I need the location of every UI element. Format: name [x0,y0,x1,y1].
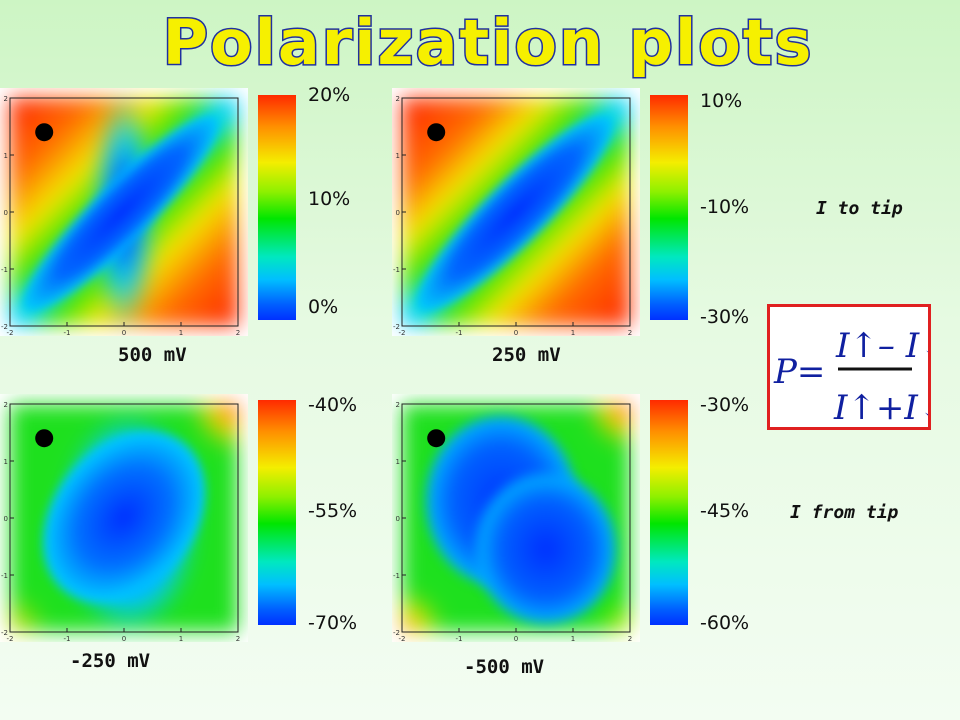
y-tick-label: -1 [1,572,8,580]
y-tick-label: -2 [393,323,400,331]
panel-label-minus250mv: -250 mV [70,650,151,672]
x-tick-label: 1 [571,635,575,642]
colorbar-500mv [258,95,296,320]
x-tick-label: 1 [571,329,575,336]
x-tick-label: -2 [399,635,406,642]
axes-500mv: -2 -1 0 1 2 2 1 0 -1 -2 [1,95,240,336]
panel-label-minus500mv: -500 mV [464,656,545,678]
x-tick-label: -1 [456,329,463,336]
heatmap-panel-minus500mv: -2 -1 0 1 2 2 1 0 -1 -2 [392,394,640,642]
tip-marker [427,123,446,142]
tip-marker [35,123,54,142]
formula-lhs: P= [773,352,825,392]
colorbar-tick-500mv-2: 0% [308,296,339,318]
x-tick-label: 2 [628,329,632,336]
x-tick-label: -2 [7,329,14,336]
panel-label-500mv: 500 mV [118,344,187,366]
colorbar-minus500mv [650,400,688,625]
colorbar-tick-minus500mv-2: -60% [700,612,750,634]
y-tick-label: -1 [393,266,400,274]
y-tick-label: 0 [396,515,400,523]
x-tick-label: 0 [122,329,126,336]
x-tick-label: 0 [514,329,518,336]
x-tick-label: -1 [64,635,71,642]
annotation-from-tip: I from tip [790,502,899,523]
axes-minus500mv: -2 -1 0 1 2 2 1 0 -1 -2 [393,401,632,642]
y-tick-label: 0 [396,209,400,217]
polarization-formula: P= I↑– I↓ I↑+I↓ [767,304,948,430]
colorbar-tick-minus500mv-1: -45% [700,500,750,522]
x-tick-label: -2 [7,635,14,642]
y-tick-label: 2 [4,401,8,409]
x-tick-label: 1 [179,329,183,336]
heatmap-panel-250mv: -2 -1 0 1 2 2 1 0 -1 -2 [392,88,640,336]
x-tick-label: 1 [179,635,183,642]
heatmap-panel-minus250mv: -2 -1 0 1 2 2 1 0 -1 -2 [0,394,248,642]
y-tick-label: -2 [1,629,8,637]
x-tick-label: 0 [514,635,518,642]
y-tick-label: 2 [396,95,400,103]
y-tick-label: -2 [1,323,8,331]
colorbar-tick-minus250mv-1: -55% [308,500,358,522]
page-title: Polarization plots [161,5,814,81]
valley-minus500mv-b [476,474,616,624]
heatmap-panel-500mv: -2 -1 0 1 2 2 1 0 -1 -2 [0,88,248,336]
colorbar-tick-minus250mv-2: -70% [308,612,358,634]
y-tick-label: -2 [393,629,400,637]
tip-marker [427,429,446,448]
axes-250mv: -2 -1 0 1 2 2 1 0 -1 -2 [393,95,632,336]
x-tick-label: 2 [236,329,240,336]
x-tick-label: -2 [399,329,406,336]
panel-label-250mv: 250 mV [492,344,561,366]
y-tick-label: 1 [396,152,400,160]
colorbar-tick-minus250mv-0: -40% [308,394,358,416]
axes-minus250mv: -2 -1 0 1 2 2 1 0 -1 -2 [1,401,240,642]
y-tick-label: 1 [4,458,8,466]
colorbar-tick-250mv-2: -30% [700,306,750,328]
tip-marker [35,429,54,448]
y-tick-label: -1 [1,266,8,274]
x-tick-label: 2 [236,635,240,642]
y-tick-label: 1 [396,458,400,466]
y-tick-label: -1 [393,572,400,580]
colorbar-tick-500mv-0: 20% [308,84,351,106]
formula-denominator: I↑+I↓ [833,388,928,427]
formula-graphic: P= I↑– I↓ I↑+I↓ [773,326,948,428]
y-tick-label: 0 [4,515,8,523]
colorbar-tick-500mv-1: 10% [308,188,351,210]
y-tick-label: 1 [4,152,8,160]
formula-numerator: I↑– I↓ [835,326,928,366]
colorbar-tick-minus500mv-0: -30% [700,394,750,416]
x-tick-label: -1 [64,329,71,336]
page-title-text: Polarization plots [163,6,814,79]
x-tick-label: 0 [122,635,126,642]
y-tick-label: 2 [396,401,400,409]
y-tick-label: 2 [4,95,8,103]
annotation-to-tip: I to tip [816,198,903,219]
x-tick-label: 2 [628,635,632,642]
y-tick-label: 0 [4,209,8,217]
colorbar-tick-250mv-1: -10% [700,196,750,218]
colorbar-minus250mv [258,400,296,625]
x-tick-label: -1 [456,635,463,642]
colorbar-250mv [650,95,688,320]
colorbar-tick-250mv-0: 10% [700,90,743,112]
